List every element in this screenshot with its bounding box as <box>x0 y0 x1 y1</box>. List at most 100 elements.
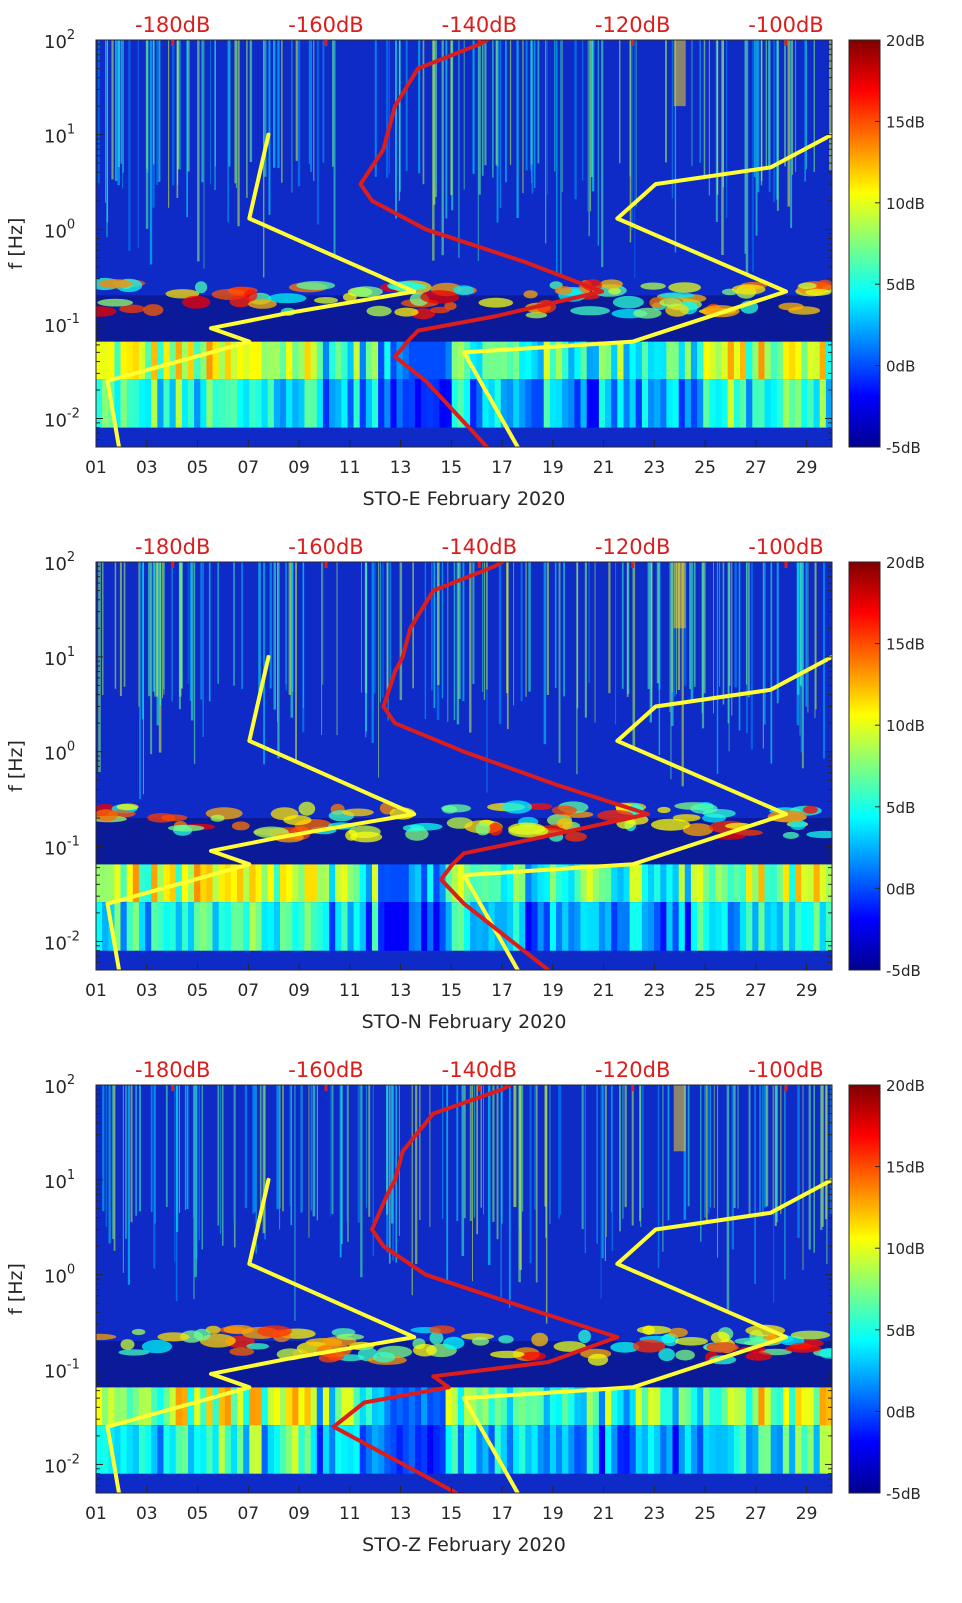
heatmap-cell <box>684 902 692 951</box>
heatmap-cell <box>145 1425 152 1474</box>
heatmap-streak <box>499 40 502 209</box>
heatmap-cell <box>770 341 778 380</box>
heatmap-blob <box>633 307 662 319</box>
heatmap-streak <box>120 40 122 164</box>
heatmap-cell <box>384 341 391 380</box>
heatmap-cell <box>623 1387 631 1425</box>
heatmap-streak <box>554 40 556 172</box>
heatmap-cell <box>255 1387 263 1425</box>
heatmap-cell <box>359 1425 367 1474</box>
heatmap-cell <box>531 864 539 902</box>
heatmap-cell <box>690 864 698 902</box>
x-tick-label: 15 <box>440 981 462 1001</box>
heatmap-cell <box>457 1425 465 1474</box>
y-tick-label: 102 <box>44 1073 75 1098</box>
heatmap-cell <box>598 864 606 902</box>
heatmap-cell <box>819 902 827 951</box>
heatmap-cell <box>316 379 324 428</box>
heatmap-streak <box>186 40 188 218</box>
heatmap-streak <box>766 1085 769 1207</box>
heatmap-cell <box>629 341 637 380</box>
heatmap-cell <box>813 864 821 902</box>
heatmap-cell <box>488 341 496 380</box>
heatmap-cell <box>335 379 342 428</box>
heatmap-streak <box>108 1085 111 1244</box>
heatmap-cell <box>476 379 483 428</box>
heatmap-cell <box>378 379 385 428</box>
heatmap-streak <box>357 1085 360 1223</box>
heatmap-streak <box>294 1085 296 1321</box>
heatmap-cell <box>654 379 661 428</box>
heatmap-streak <box>505 40 507 183</box>
colorbar-tick-label: 20dB <box>886 32 925 50</box>
heatmap-cell <box>629 379 637 428</box>
y-axis-label: f [Hz] <box>5 1263 27 1315</box>
heatmap-cell <box>157 1425 164 1474</box>
heatmap-cell <box>641 379 649 428</box>
heatmap-streak <box>700 1085 702 1242</box>
y-tick-exponent: 0 <box>67 217 75 232</box>
heatmap-streak <box>605 1085 607 1237</box>
heatmap-cell <box>286 379 293 428</box>
colorbar-tick-label: 15dB <box>886 1159 925 1177</box>
heatmap-cell <box>801 902 808 951</box>
heatmap-cell <box>353 341 361 380</box>
heatmap-cell <box>807 902 815 951</box>
heatmap-streak <box>198 1085 201 1241</box>
heatmap-cell <box>617 1387 624 1425</box>
heatmap-blob <box>96 809 118 822</box>
heatmap-cell <box>770 864 778 902</box>
heatmap-streak <box>543 562 547 745</box>
heatmap-cell <box>372 864 379 902</box>
heatmap-streak <box>492 1085 495 1222</box>
heatmap-cell <box>648 902 655 951</box>
heatmap-streak <box>418 40 421 174</box>
heatmap-streak <box>576 562 579 709</box>
heatmap-streak <box>195 1085 198 1259</box>
heatmap-cell <box>414 864 422 902</box>
heatmap-cell <box>574 902 582 951</box>
heatmap-blob <box>342 808 374 817</box>
colorbar-tick-label: 5dB <box>886 799 915 817</box>
heatmap-cell <box>537 864 545 902</box>
heatmap-cell <box>188 1425 195 1474</box>
heatmap-cell <box>562 341 569 380</box>
heatmap-streak <box>233 1085 235 1223</box>
heatmap-cell <box>666 379 674 428</box>
heatmap-cell <box>414 341 422 380</box>
y-tick-label: 10-2 <box>44 407 80 432</box>
heatmap-cell <box>543 379 551 428</box>
heatmap-streak <box>600 1085 602 1299</box>
noise-model-line <box>105 1177 417 1493</box>
y-tick-base: 10 <box>44 411 67 432</box>
heatmap-cell <box>372 1387 379 1425</box>
heatmap-cell <box>243 379 250 428</box>
heatmap-cell <box>212 1387 220 1425</box>
heatmap-cell <box>623 1425 631 1474</box>
heatmap-cell <box>341 341 348 380</box>
y-tick-exponent: 2 <box>67 1073 75 1088</box>
heatmap-cell <box>519 379 526 428</box>
x-tick-label: 27 <box>745 458 767 478</box>
heatmap-cell <box>200 1387 207 1425</box>
x-tick-label: 15 <box>440 458 462 478</box>
x-tick-label: 23 <box>644 981 666 1001</box>
heatmap-streak <box>340 1085 343 1245</box>
heatmap-cell <box>556 341 563 380</box>
heatmap-streak <box>264 40 266 167</box>
heatmap-streak <box>791 40 794 175</box>
colorbar: 20dB 15dB 10dB 5dB 0dB -5dB <box>848 32 925 457</box>
heatmap-streak <box>368 1085 371 1217</box>
heatmap-cell <box>776 1425 784 1474</box>
heatmap-cell <box>715 379 723 428</box>
heatmap-cell <box>298 902 306 951</box>
heatmap-blob <box>659 298 683 307</box>
heatmap-blob <box>210 814 225 822</box>
heatmap-streak <box>669 562 671 713</box>
heatmap-cell <box>206 1387 214 1425</box>
heatmap-streak <box>390 1085 394 1224</box>
heatmap-cell <box>194 902 201 951</box>
heatmap-streak <box>461 1085 465 1256</box>
heatmap-blob <box>745 1351 772 1361</box>
heatmap-streak <box>447 562 449 722</box>
